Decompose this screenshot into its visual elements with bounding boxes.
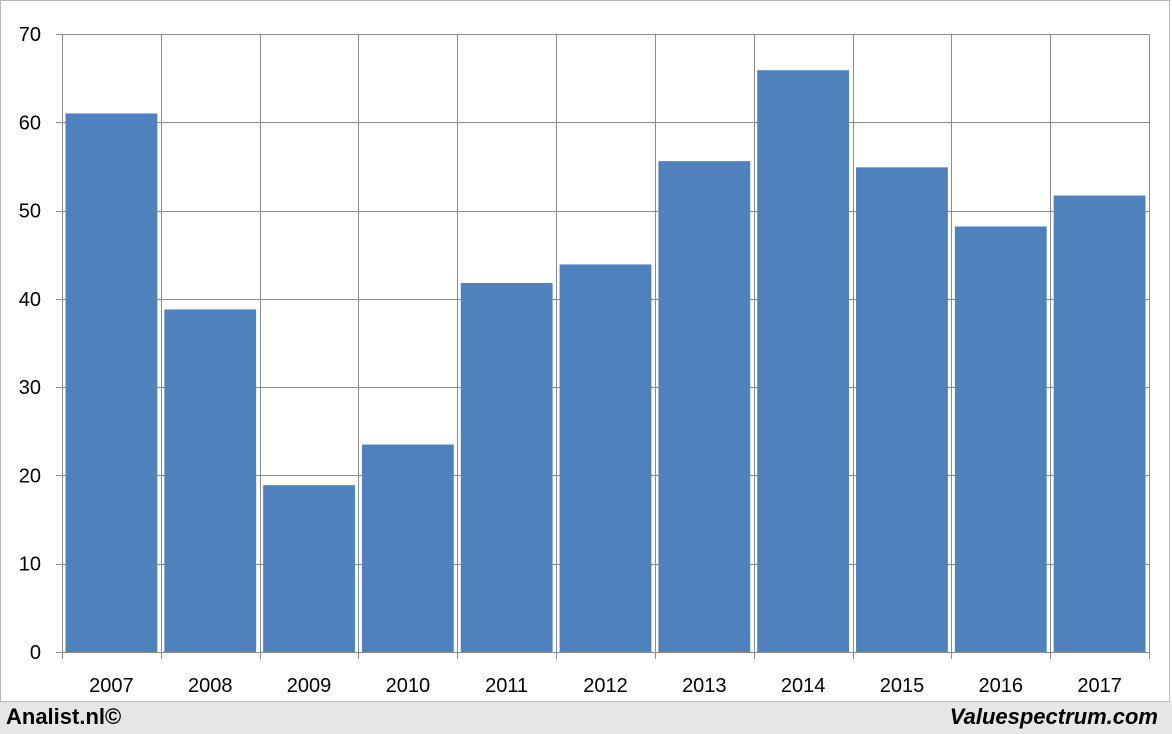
- y-tick-label: 30: [19, 377, 41, 399]
- x-tick-label: 2013: [682, 675, 727, 697]
- bar-2016: [954, 226, 1047, 652]
- x-tick-label: 2007: [89, 675, 134, 697]
- x-tick-labels: 2007 2008 2009 2010 2011 2012 2013 2014 2015 2016…: [89, 675, 1122, 697]
- y-tick-label: 0: [30, 642, 41, 664]
- x-tick-label: 2008: [188, 675, 233, 697]
- y-tick-label: 40: [19, 289, 41, 311]
- bar-2012: [559, 264, 652, 652]
- bar-2008: [164, 309, 257, 652]
- bar-2010: [361, 444, 454, 652]
- bar-2014: [757, 70, 850, 652]
- x-tick-label: 2016: [979, 675, 1024, 697]
- y-tick-label: 50: [19, 201, 41, 223]
- chart-frame: [0, 0, 1170, 702]
- bar-2015: [856, 167, 948, 652]
- bar-2007: [65, 113, 158, 652]
- bar-2013: [658, 161, 751, 653]
- axes: [56, 34, 1150, 659]
- y-tick-label: 60: [19, 112, 41, 134]
- bar-2017: [1053, 195, 1146, 652]
- x-tick-label: 2017: [1077, 675, 1122, 697]
- footer-bar: Analist.nl© Valuespectrum.com: [0, 702, 1172, 734]
- y-tick-label: 70: [19, 24, 41, 46]
- footer-credit-left: Analist.nl©: [6, 704, 122, 729]
- y-tick-labels: 0 10 20 30 40 50 60 70: [19, 24, 41, 664]
- y-tick-label: 10: [19, 554, 41, 576]
- footer-credit-right: Valuespectrum.com: [949, 704, 1158, 729]
- x-tick-label: 2010: [386, 675, 431, 697]
- x-tick-label: 2011: [485, 675, 528, 697]
- bar-2011: [460, 282, 553, 652]
- x-tick-label: 2009: [287, 675, 332, 697]
- bar-chart: 0 10 20 30 40 50 60 70 2007 2008 2009 2010 2011 2012…: [19, 24, 1150, 697]
- x-tick-label: 2014: [781, 675, 826, 697]
- bar-2009: [263, 485, 355, 652]
- y-tick-label: 20: [19, 465, 41, 487]
- x-tick-label: 2015: [880, 675, 925, 697]
- x-tick-label: 2012: [583, 675, 628, 697]
- bars: [65, 70, 1146, 653]
